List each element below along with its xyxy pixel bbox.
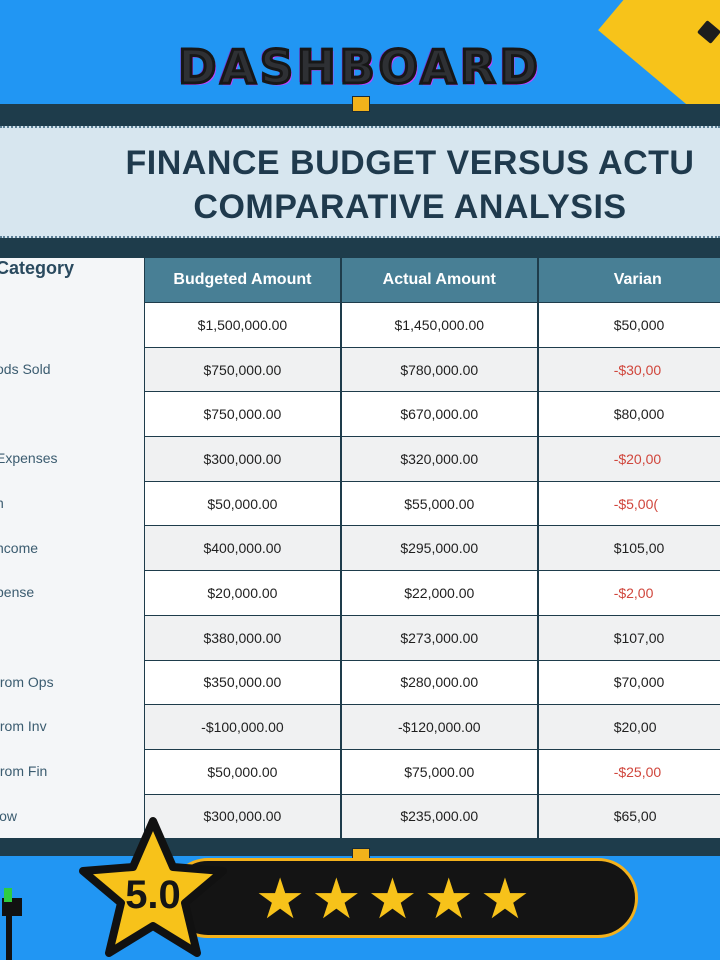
cell-variance: $105,00	[538, 526, 720, 571]
cell-budgeted: $1,500,000.00	[145, 303, 342, 347]
cell-actual: $295,000.00	[341, 526, 539, 571]
budget-table: Category ods SoldtExpensesnncomepensefro…	[0, 238, 720, 838]
cell-variance: -$20,00	[538, 437, 720, 481]
cell-budgeted: $400,000.00	[145, 526, 342, 571]
category-label: from Inv	[0, 718, 47, 735]
category-label: low	[0, 807, 18, 824]
decorative-figure-icon	[2, 888, 22, 960]
cell-actual: $235,000.00	[341, 794, 539, 838]
cell-actual: $75,000.00	[341, 749, 539, 794]
table-row: -$100,000.00 -$120,000.00 $20,00	[145, 704, 720, 749]
table-row: $400,000.00 $295,000.00 $105,00	[145, 525, 720, 571]
dashboard-title: DASHBOARD	[177, 39, 542, 96]
cell-variance: $107,00	[538, 615, 720, 660]
table-row: $300,000.00 $235,000.00 $65,00	[145, 793, 720, 838]
report-title-line1: FINANCE BUDGET VERSUS ACTU	[125, 144, 695, 182]
table-row: $380,000.00 $273,000.00 $107,00	[145, 614, 720, 660]
cell-budgeted: $380,000.00	[145, 615, 342, 660]
frame-top-strip	[0, 96, 720, 126]
column-header-actual: Actual Amount	[341, 258, 539, 302]
rating-star-icon: ★	[423, 867, 474, 930]
category-label: from Fin	[0, 763, 48, 779]
cell-variance: $50,000	[538, 303, 720, 347]
cell-variance: -$30,00	[538, 347, 720, 392]
cell-budgeted: $50,000.00	[145, 481, 342, 526]
cell-budgeted: $350,000.00	[145, 660, 342, 705]
table-row: $350,000.00 $280,000.00 $70,000	[145, 659, 720, 705]
table-row: $1,500,000.00 $1,450,000.00 $50,000	[145, 302, 720, 347]
category-label: ods Sold	[0, 360, 51, 377]
table-header-row: Budgeted Amount Actual Amount Varian	[145, 258, 720, 302]
category-label: from Ops	[0, 673, 54, 690]
category-column	[0, 258, 144, 838]
cell-budgeted: $20,000.00	[145, 571, 342, 615]
rating-score: 5.0	[125, 873, 181, 917]
cell-actual: $55,000.00	[341, 481, 539, 526]
cell-actual: $280,000.00	[341, 660, 539, 705]
cell-budgeted: $750,000.00	[145, 347, 342, 392]
table-row: $750,000.00 $780,000.00 -$30,00	[145, 346, 720, 392]
column-header-variance: Varian	[538, 258, 720, 302]
rating-star-icon: ★	[479, 867, 531, 930]
category-label: pense	[0, 584, 35, 601]
cell-actual: -$120,000.00	[341, 705, 539, 749]
category-label: Expenses	[0, 450, 58, 467]
category-header: Category	[0, 258, 75, 278]
cell-actual: $670,000.00	[341, 392, 539, 437]
rating-star-icon: ★	[367, 867, 418, 930]
cell-variance: -$25,00	[538, 749, 720, 794]
cell-budgeted: $50,000.00	[145, 749, 342, 794]
cell-budgeted: $300,000.00	[145, 437, 342, 481]
rating-star-icon: ★	[255, 867, 306, 930]
cell-actual: $780,000.00	[341, 347, 539, 392]
cell-budgeted: -$100,000.00	[145, 705, 342, 749]
cell-actual: $1,450,000.00	[341, 303, 539, 347]
table-grid: Budgeted Amount Actual Amount Varian $1,…	[145, 258, 720, 838]
report-title-line2: COMPARATIVE ANALYSIS	[193, 188, 627, 226]
cell-actual: $320,000.00	[341, 437, 539, 481]
cell-budgeted: $300,000.00	[145, 794, 342, 838]
table-row: $300,000.00 $320,000.00 -$20,00	[145, 436, 720, 481]
cell-budgeted: $750,000.00	[145, 392, 342, 437]
cell-variance: -$2,00	[538, 571, 720, 615]
table-row: $750,000.00 $670,000.00 $80,000	[145, 391, 720, 437]
rating-bar: ★ ★ ★ ★ ★	[168, 858, 638, 938]
table-row: $50,000.00 $55,000.00 -$5,00(	[145, 480, 720, 526]
category-label: ncome	[0, 539, 39, 556]
cell-variance: $65,00	[538, 794, 720, 838]
star-row: ★ ★ ★ ★ ★	[255, 869, 530, 929]
table-row: $20,000.00 $22,000.00 -$2,00	[145, 570, 720, 615]
cell-variance: $70,000	[538, 660, 720, 705]
cell-actual: $273,000.00	[341, 615, 539, 660]
score-star-icon	[79, 817, 227, 957]
category-label: n	[0, 495, 4, 511]
cell-variance: $80,000	[538, 392, 720, 437]
frame-tab-top	[352, 96, 370, 112]
rating-star-icon: ★	[311, 867, 362, 930]
report-title-panel: FINANCE BUDGET VERSUS ACTU COMPARATIVE A…	[0, 126, 720, 238]
cell-variance: $20,00	[538, 705, 720, 749]
column-header-budgeted: Budgeted Amount	[145, 258, 342, 302]
table-row: $50,000.00 $75,000.00 -$25,00	[145, 748, 720, 794]
cell-actual: $22,000.00	[341, 571, 539, 615]
cell-variance: -$5,00(	[538, 481, 720, 526]
